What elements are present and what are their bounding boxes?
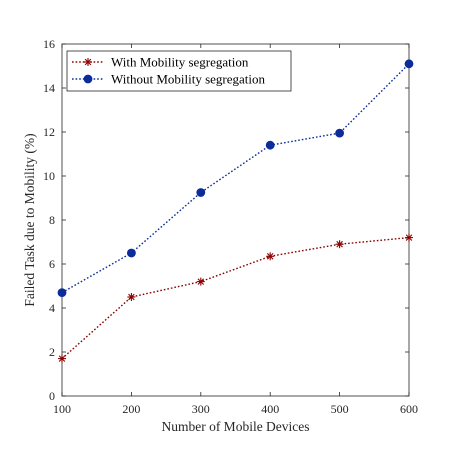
series-with-mobility-segregation-point-stroke — [405, 234, 413, 241]
series-without-mobility-segregation-point — [335, 128, 345, 138]
series-with-mobility-segregation-point — [196, 277, 205, 286]
series-without-mobility-segregation-point — [265, 140, 275, 150]
y-tick-label: 6 — [49, 257, 55, 271]
series-with-mobility-segregation-point — [127, 293, 136, 301]
y-tick-label: 8 — [49, 213, 55, 227]
legend-entry-with-mobility-marker-stroke — [84, 58, 92, 66]
y-tick-label: 14 — [43, 81, 55, 95]
axes: 100 200 300 400 500 600 0 2 4 6 8 10 12 14 16 — [43, 37, 418, 416]
series-with-mobility-segregation-point-stroke — [58, 355, 66, 362]
series-without-mobility-segregation-point — [404, 59, 414, 69]
series-with-mobility-segregation-point — [58, 354, 66, 363]
legend-entry-without-mobility-marker — [83, 74, 93, 84]
x-tick-label: 500 — [331, 402, 349, 416]
x-tick-label: 100 — [53, 402, 71, 416]
series-without-mobility-segregation-point — [126, 248, 136, 258]
x-tick-label: 400 — [261, 402, 279, 416]
y-tick-label: 10 — [43, 169, 55, 183]
plot-area — [62, 44, 409, 396]
series-with-mobility-segregation-point — [405, 233, 413, 242]
x-axis-title: Number of Mobile Devices — [161, 419, 309, 434]
series-without-mobility-segregation-line — [61, 63, 410, 294]
series-with-mobility-segregation-point-stroke — [128, 293, 135, 301]
y-tick-label: 4 — [49, 301, 55, 315]
y-axis-title: Failed Task due to Mobility (%) — [22, 133, 37, 306]
legend-entry-with-mobility-label: With Mobility segregation — [111, 55, 249, 70]
legend-entry-with-mobility-marker — [84, 58, 92, 66]
y-tick-label: 0 — [49, 389, 55, 403]
y-tick-label: 2 — [49, 345, 55, 359]
legend: With Mobility segregation Without Mobilit… — [66, 50, 292, 92]
series-with-mobility-segregation-point-stroke — [197, 278, 205, 285]
y-tick-label: 12 — [43, 125, 55, 139]
series-without-mobility-segregation-point — [196, 188, 206, 197]
series-with-mobility-segregation-point — [266, 252, 275, 261]
x-tick-label: 600 — [400, 402, 418, 416]
legend-box — [66, 50, 292, 92]
series-with-mobility-segregation-point-stroke — [336, 240, 343, 248]
series-with-mobility-segregation-point — [335, 240, 344, 249]
series-without-mobility-segregation-point — [57, 288, 67, 298]
y-tick-label: 16 — [43, 37, 55, 51]
x-tick-label: 200 — [122, 402, 140, 416]
x-tick-label: 300 — [192, 402, 210, 416]
series-with-mobility-segregation-point-stroke — [266, 253, 274, 260]
series-layer — [57, 59, 414, 363]
legend-entry-without-mobility-label: Without Mobility segregation — [111, 72, 266, 87]
